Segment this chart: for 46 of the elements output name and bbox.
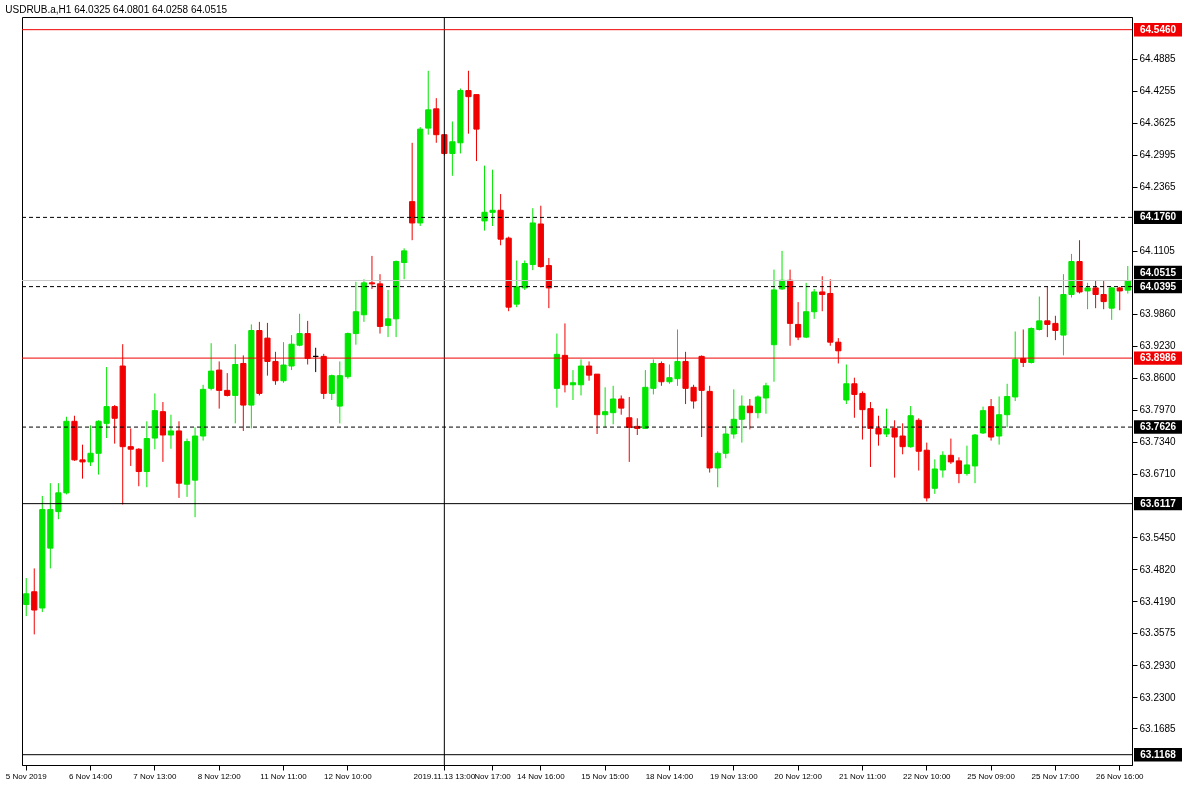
x-tick-label: 18 Nov 14:00	[645, 771, 694, 781]
ref-line-label: 64.1760	[1139, 211, 1177, 223]
x-tick-label: 2019.11.13 13:00	[413, 771, 476, 781]
y-tick-label: 63.2930	[1139, 659, 1177, 671]
y-tick-label: 63.4820	[1139, 563, 1177, 575]
ref-line-label: 64.0515	[1139, 266, 1177, 278]
x-tick-label: 15 Nov 15:00	[581, 771, 630, 781]
y-tick-label: 64.4885	[1139, 53, 1177, 65]
y-tick-label: 63.1685	[1139, 722, 1177, 734]
ref-line-label: 63.6117	[1140, 497, 1177, 509]
y-tick-label: 64.4255	[1139, 85, 1177, 97]
ref-line-label: 63.1168	[1140, 748, 1177, 760]
x-tick-label: 26 Nov 16:00	[1095, 771, 1145, 781]
ref-line-label: 64.0395	[1139, 280, 1177, 292]
y-tick-label: 63.4190	[1139, 595, 1177, 607]
x-tick-label: 6 Nov 14:00	[68, 771, 113, 781]
y-tick-label: 64.3625	[1139, 117, 1177, 129]
x-tick-label: 25 Nov 09:00	[967, 771, 1016, 781]
y-tick-label: 63.9230	[1139, 340, 1177, 352]
x-tick-label: 8 Nov 12:00	[197, 771, 242, 781]
y-tick-label: 63.7340	[1139, 436, 1177, 448]
y-tick-label: 63.5450	[1139, 531, 1177, 543]
y-tick-label: 64.1105	[1139, 245, 1176, 257]
ref-line-label: 64.5460	[1139, 23, 1177, 35]
x-tick-label: 5 Nov 2019	[5, 771, 48, 781]
y-tick-label: 63.6710	[1139, 468, 1177, 480]
x-tick-label: Nov 17:00	[474, 771, 512, 781]
y-tick-label: 63.7970	[1139, 404, 1177, 416]
x-tick-label: 11 Nov 11:00	[260, 771, 308, 781]
y-tick-label: 64.2995	[1139, 149, 1177, 161]
x-tick-label: 22 Nov 10:00	[902, 771, 952, 781]
chart-title: USDRUB.a,H1 64.0325 64.0801 64.0258 64.0515	[5, 4, 228, 15]
y-tick-label: 64.2365	[1139, 181, 1177, 193]
x-tick-label: 19 Nov 13:00	[709, 771, 759, 781]
ref-line-label: 63.7626	[1139, 421, 1177, 433]
x-tick-label: 25 Nov 17:00	[1031, 771, 1080, 781]
y-tick-label: 63.9860	[1139, 308, 1177, 320]
x-tick-label: 20 Nov 12:00	[774, 771, 823, 781]
y-tick-label: 63.3575	[1139, 627, 1177, 639]
x-tick-label: 12 Nov 10:00	[324, 771, 373, 781]
x-tick-label: 7 Nov 13:00	[133, 771, 177, 781]
x-tick-label: 21 Nov 11:00	[838, 771, 887, 781]
ref-line-label: 63.8986	[1139, 352, 1177, 364]
x-tick-label: 14 Nov 16:00	[517, 771, 566, 781]
y-tick-label: 63.8600	[1139, 372, 1177, 384]
y-tick-label: 63.2300	[1139, 691, 1177, 703]
